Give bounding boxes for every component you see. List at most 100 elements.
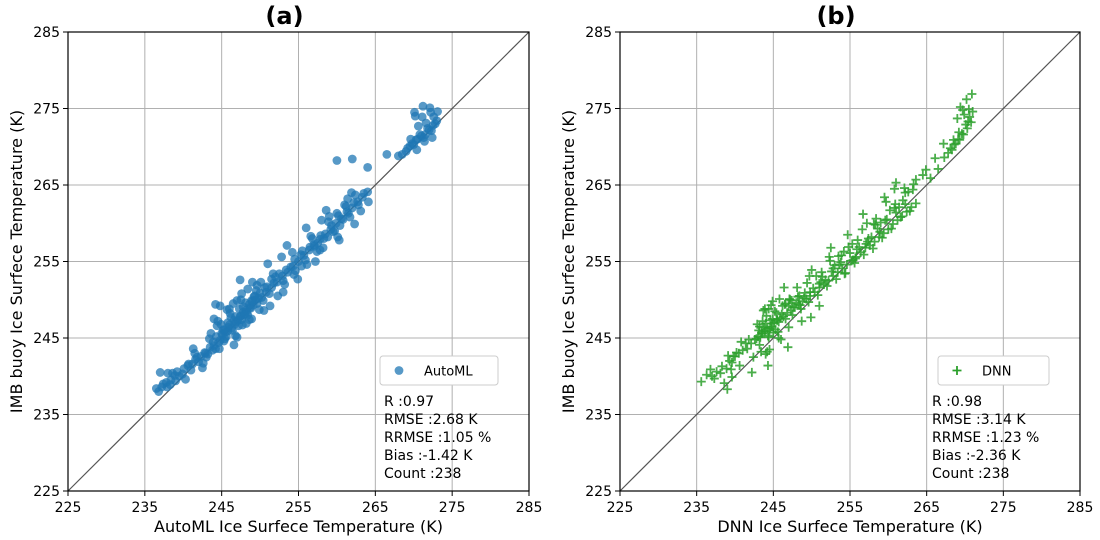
data-point xyxy=(709,374,719,384)
data-point xyxy=(772,315,782,325)
data-point xyxy=(770,306,780,316)
data-point xyxy=(154,387,164,396)
y-tick-label: 275 xyxy=(585,102,612,118)
data-point xyxy=(430,119,440,129)
y-tick-label: 225 xyxy=(33,484,60,500)
stats-line: R :0.98 xyxy=(932,394,982,410)
data-point xyxy=(930,153,940,163)
data-point xyxy=(258,296,268,305)
data-point xyxy=(406,134,416,144)
data-point xyxy=(264,289,274,299)
data-point xyxy=(764,332,774,342)
data-point xyxy=(802,278,812,288)
data-point xyxy=(748,352,758,362)
data-point xyxy=(805,287,815,297)
data-point xyxy=(273,291,283,301)
data-point xyxy=(774,294,784,304)
data-point xyxy=(229,340,239,350)
data-point xyxy=(277,252,286,262)
data-point xyxy=(921,165,931,175)
data-point xyxy=(959,110,969,120)
data-point xyxy=(822,281,832,291)
data-point xyxy=(788,302,798,312)
data-point xyxy=(779,283,789,293)
data-point xyxy=(777,309,787,319)
data-point xyxy=(321,205,331,215)
data-point xyxy=(843,230,853,240)
data-point xyxy=(241,319,251,328)
data-point xyxy=(799,293,809,303)
data-point xyxy=(306,231,316,241)
data-point xyxy=(213,316,223,326)
data-point xyxy=(814,301,824,311)
legend-box xyxy=(379,355,499,386)
x-tick-label: 245 xyxy=(208,500,235,516)
y-tick-label: 285 xyxy=(585,25,612,41)
data-point xyxy=(926,173,935,183)
panel-title: (a) xyxy=(265,2,303,30)
y-tick-label: 235 xyxy=(33,408,60,424)
data-point xyxy=(889,184,899,194)
data-point xyxy=(247,296,257,305)
data-point xyxy=(954,127,964,137)
data-point xyxy=(393,151,403,161)
data-point xyxy=(847,239,857,249)
y-tick-label: 245 xyxy=(33,331,60,347)
data-point xyxy=(761,311,771,321)
data-point xyxy=(163,368,173,378)
data-point xyxy=(243,284,253,294)
data-point xyxy=(364,197,373,207)
y-tick-label: 265 xyxy=(585,178,612,194)
data-point xyxy=(223,318,233,328)
data-point xyxy=(880,215,890,225)
legend-marker xyxy=(394,366,404,375)
data-point xyxy=(807,265,817,275)
data-point xyxy=(382,150,392,159)
data-point xyxy=(804,271,814,281)
stats-line: RMSE :3.14 K xyxy=(932,412,1026,428)
data-point xyxy=(705,364,715,374)
data-point xyxy=(890,199,900,209)
data-point xyxy=(794,291,804,301)
data-point xyxy=(869,219,879,229)
data-point xyxy=(826,243,836,253)
stats-block: R :0.97 RMSE :2.68 K RRMSE :1.05 % Bias :-1… xyxy=(384,394,491,482)
data-point xyxy=(813,290,823,300)
data-point xyxy=(763,361,773,371)
data-point xyxy=(736,337,746,347)
data-point xyxy=(781,314,791,324)
data-point xyxy=(735,361,745,371)
data-point xyxy=(172,367,182,377)
data-point xyxy=(410,111,420,121)
series-dnn xyxy=(696,89,978,394)
data-point xyxy=(885,205,895,215)
data-point xyxy=(896,212,906,222)
y-tick-label: 245 xyxy=(585,331,612,347)
data-point xyxy=(918,170,928,180)
legend: DNN xyxy=(937,355,1050,386)
data-point xyxy=(828,263,838,273)
x-tick-label: 235 xyxy=(683,500,710,516)
data-point xyxy=(345,212,355,222)
data-point xyxy=(359,189,369,198)
stats-line: RMSE :2.68 K xyxy=(384,412,478,428)
data-point xyxy=(817,267,827,277)
y-tick-label: 265 xyxy=(33,178,60,194)
data-point xyxy=(413,121,423,131)
data-point xyxy=(181,374,190,384)
data-point xyxy=(933,164,943,174)
y-tick-label: 225 xyxy=(585,484,612,500)
data-point xyxy=(898,195,908,205)
data-point xyxy=(852,244,862,254)
data-point xyxy=(341,202,351,211)
data-point xyxy=(886,224,896,234)
data-point xyxy=(426,107,436,117)
data-point xyxy=(290,254,300,264)
data-point xyxy=(820,275,830,285)
data-point xyxy=(311,257,320,266)
data-point xyxy=(350,219,359,229)
x-tick-label: 225 xyxy=(55,500,82,516)
data-point xyxy=(267,274,277,284)
data-point xyxy=(905,206,915,216)
data-point xyxy=(781,299,791,309)
